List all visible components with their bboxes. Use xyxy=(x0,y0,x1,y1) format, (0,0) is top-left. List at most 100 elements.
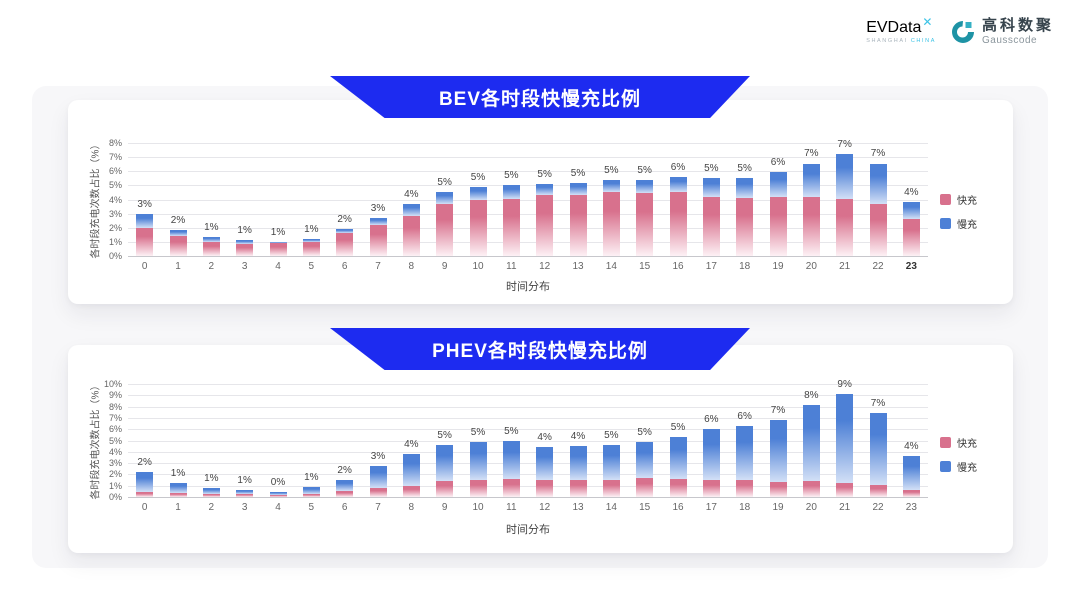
bar-segment-slow xyxy=(302,487,320,494)
x-tick-label: 17 xyxy=(705,502,717,513)
bar-value-label: 6% xyxy=(670,161,686,173)
bar-value-label: 5% xyxy=(637,164,652,176)
bar-segment-fast xyxy=(402,215,420,256)
bar-segment-fast xyxy=(769,197,787,256)
x-tick-label: 8 xyxy=(408,261,415,272)
bar-segment-fast xyxy=(636,478,654,497)
bar-segment-slow xyxy=(669,436,687,479)
bar-value-label: 7% xyxy=(770,405,786,417)
x-tick-label: 7 xyxy=(375,261,381,272)
y-tick-label: 5% xyxy=(108,435,122,446)
bar-segment-fast xyxy=(702,479,720,497)
gridline xyxy=(128,241,928,243)
bar-segment-slow xyxy=(736,178,754,199)
gridline xyxy=(128,227,928,229)
bar-segment-slow xyxy=(469,442,487,481)
bar-segment-slow xyxy=(436,191,454,205)
bar-value-label: 1% xyxy=(304,472,319,484)
phev-legend: 快充慢充 xyxy=(940,435,977,474)
bar-segment-slow xyxy=(269,241,287,244)
bar-segment-fast xyxy=(336,232,354,256)
bar-segment-fast xyxy=(202,241,220,256)
bar-segment-fast xyxy=(902,489,920,497)
bev-title: BEV各时段快慢充比例 xyxy=(438,88,642,110)
x-tick-label: 22 xyxy=(872,261,884,272)
y-tick-label: 7% xyxy=(108,152,122,163)
bar-value-label: 5% xyxy=(470,171,486,183)
bar-value-label: 1% xyxy=(304,224,319,236)
bar-value-label: 2% xyxy=(170,214,186,226)
y-tick-label: 0% xyxy=(108,492,122,502)
bev-plot-area: 0% 1% 2% 3% 4% 5% 6% 7% 8% 3% 0 2% 1 1% 2 1% 3 1% 4 1% 5 2% 6 3… xyxy=(109,138,928,272)
bar-segment-slow xyxy=(236,240,254,244)
bar-value-label: 1% xyxy=(204,472,219,484)
gridline xyxy=(128,256,928,257)
bar-segment-slow xyxy=(669,176,687,192)
bar-segment-fast xyxy=(836,482,854,497)
bar-value-label: 4% xyxy=(404,438,419,450)
x-tick-label: 15 xyxy=(639,261,651,272)
x-tick-label: 11 xyxy=(506,261,517,272)
x-tick-label: 19 xyxy=(772,261,784,272)
y-tick-label: 9% xyxy=(108,390,122,401)
bar-segment-fast xyxy=(636,193,654,256)
bar-value-label: 8% xyxy=(804,390,819,402)
evdata-x-icon: ✕ xyxy=(922,14,933,29)
bar-segment-slow xyxy=(269,491,287,495)
bar-value-label: 5% xyxy=(504,170,519,182)
y-tick-label: 3% xyxy=(108,458,122,469)
bar-segment-slow xyxy=(869,163,887,205)
gridline xyxy=(128,395,928,397)
bar-segment-fast xyxy=(302,241,320,256)
legend-item: 慢充 xyxy=(940,459,977,474)
gridline xyxy=(128,185,928,187)
bar-segment-fast xyxy=(469,480,487,497)
bev-chart-card: 各时段充电次数占比（%） 0% 1% 2% 3% 4% 5% 6% 7% 8% 3% 0 2% 1 1% 2… xyxy=(68,100,1013,304)
x-tick-label: 3 xyxy=(241,502,248,513)
gridline xyxy=(128,199,928,201)
bar-segment-fast xyxy=(736,479,754,497)
bar-value-label: 7% xyxy=(870,148,886,160)
gridline xyxy=(128,171,928,173)
bar-value-label: 4% xyxy=(904,440,919,452)
bar-segment-fast xyxy=(269,494,287,497)
gridline xyxy=(128,429,928,431)
bar-value-label: 5% xyxy=(604,430,619,442)
y-tick-label: 4% xyxy=(108,194,122,205)
x-tick-label: 15 xyxy=(639,502,651,513)
bar-segment-fast xyxy=(802,196,820,256)
bar-segment-fast xyxy=(736,198,754,256)
bar-segment-slow xyxy=(569,446,587,481)
x-tick-label: 10 xyxy=(472,502,484,513)
bar-value-label: 5% xyxy=(604,164,619,176)
x-tick-label: 20 xyxy=(805,502,817,513)
bar-segment-slow xyxy=(536,183,554,196)
x-tick-label: 1 xyxy=(175,502,181,513)
bar-segment-fast xyxy=(136,227,154,256)
y-tick-label: 8% xyxy=(108,401,122,412)
bar-value-label: 7% xyxy=(837,138,852,150)
bar-segment-slow xyxy=(236,490,254,495)
bar-segment-fast xyxy=(436,481,454,497)
x-tick-label: 0 xyxy=(141,502,148,513)
bar-value-label: 3% xyxy=(137,199,152,211)
bar-segment-slow xyxy=(369,217,387,225)
x-tick-label: 18 xyxy=(739,502,751,513)
legend-label: 快充 xyxy=(957,439,977,450)
x-tick-label: 14 xyxy=(605,502,617,513)
bar-segment-fast xyxy=(136,491,154,497)
bar-value-label: 2% xyxy=(137,456,152,468)
bar-value-label: 1% xyxy=(237,475,252,487)
x-tick-label: 22 xyxy=(872,502,884,513)
x-tick-label: 17 xyxy=(705,261,717,272)
x-tick-label: 9 xyxy=(441,502,448,513)
bar-value-label: 4% xyxy=(904,187,919,199)
bar-segment-fast xyxy=(402,485,420,497)
bar-segment-slow xyxy=(169,229,187,236)
x-tick-label: 20 xyxy=(805,261,817,272)
bar-value-label: 5% xyxy=(437,430,452,442)
gridline xyxy=(128,497,928,498)
bar-value-label: 5% xyxy=(570,167,586,179)
phev-plot-area: 0% 1% 2% 3% 4% 5% 6% 7% 8% 9% 10% 2% 0 1% 1 1% 2 1% 3 0% 4 1%… xyxy=(104,379,928,513)
bar-value-label: 6% xyxy=(737,411,752,423)
